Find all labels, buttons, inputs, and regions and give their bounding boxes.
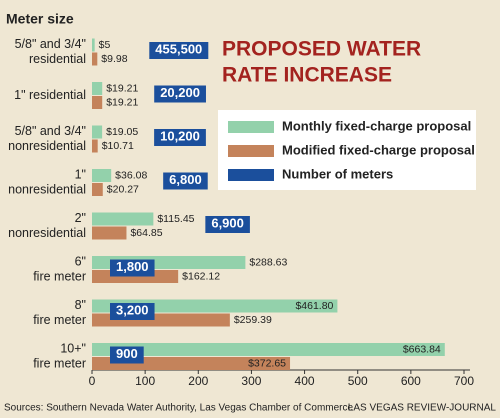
value-label: $64.85 xyxy=(130,227,162,239)
category-label: fire meter xyxy=(33,356,86,370)
value-label: $288.63 xyxy=(249,256,287,268)
category-label: 6" xyxy=(75,254,86,268)
bar xyxy=(92,183,103,196)
bar xyxy=(92,52,98,66)
bar xyxy=(92,82,103,95)
x-tick-label: 100 xyxy=(135,374,155,388)
category-axis-title: Meter size xyxy=(6,11,74,27)
value-label: $663.84 xyxy=(403,343,441,355)
category-label: 10+" xyxy=(60,341,86,355)
meters-box xyxy=(149,42,209,59)
legend-label: Number of meters xyxy=(282,166,393,181)
meters-box xyxy=(110,259,155,277)
value-label: $36.08 xyxy=(115,169,147,181)
bar xyxy=(92,38,95,52)
category-label: residential xyxy=(29,52,86,66)
x-tick-label: 300 xyxy=(241,374,261,388)
meters-label: 1,800 xyxy=(116,259,149,274)
meters-label: 900 xyxy=(116,346,138,361)
meters-box xyxy=(110,303,155,320)
bar xyxy=(92,169,112,182)
category-label: nonresidential xyxy=(8,139,86,153)
x-tick-label: 500 xyxy=(348,374,368,388)
meters-label: 455,500 xyxy=(155,41,202,56)
chart-title: PROPOSED WATER xyxy=(222,38,421,61)
category-label: fire meter xyxy=(33,313,86,327)
category-label: 2" xyxy=(75,211,86,225)
legend-label: Modified fixed-charge proposal xyxy=(282,142,475,157)
category-label: nonresidential xyxy=(8,182,86,196)
category-label: fire meter xyxy=(33,269,86,283)
x-tick-label: 400 xyxy=(295,374,315,388)
value-label: $20.27 xyxy=(107,183,139,195)
meters-label: 3,200 xyxy=(116,302,149,317)
bar xyxy=(92,343,445,356)
credit: LAS VEGAS REVIEW-JOURNAL xyxy=(348,403,497,414)
x-tick-label: 200 xyxy=(188,374,208,388)
bar xyxy=(92,212,154,226)
chart-title: RATE INCREASE xyxy=(222,64,392,87)
category-label: nonresidential xyxy=(8,226,86,240)
value-label: $162.12 xyxy=(182,270,220,282)
meters-label: 6,900 xyxy=(211,215,244,230)
category-label: 1" xyxy=(75,167,86,181)
category-label: 8" xyxy=(75,298,86,312)
legend-swatch xyxy=(228,169,274,181)
value-label: $9.98 xyxy=(101,53,127,65)
legend-swatch xyxy=(228,121,274,133)
value-label: $10.71 xyxy=(102,140,134,152)
category-label: 5/8" and 3/4" xyxy=(15,124,86,138)
x-tick-label: 600 xyxy=(401,374,421,388)
category-label: 1" residential xyxy=(14,88,86,102)
x-tick-label: 0 xyxy=(89,374,96,388)
source: Sources: Southern Nevada Water Authority… xyxy=(4,403,353,414)
value-label: $19.21 xyxy=(106,82,138,94)
meters-label: 20,200 xyxy=(160,85,200,100)
value-label: $461.80 xyxy=(295,300,333,312)
category-label: 5/8" and 3/4" xyxy=(15,37,86,51)
bar xyxy=(92,96,103,109)
x-tick-label: 700 xyxy=(454,374,474,388)
value-label: $372.65 xyxy=(248,357,286,369)
meters-box xyxy=(163,172,208,190)
value-label: $115.45 xyxy=(157,213,194,225)
meters-box xyxy=(154,129,206,146)
value-label: $19.05 xyxy=(106,126,138,138)
meters-box xyxy=(154,85,206,103)
meters-box xyxy=(205,216,250,233)
meters-label: 6,800 xyxy=(169,172,202,187)
value-label: $259.39 xyxy=(234,314,272,326)
meters-label: 10,200 xyxy=(160,128,200,143)
bar xyxy=(92,226,127,240)
value-label: $19.21 xyxy=(106,96,138,108)
legend-label: Monthly fixed-charge proposal xyxy=(282,118,471,133)
bar xyxy=(92,139,98,153)
value-label: $5 xyxy=(99,39,111,51)
bar xyxy=(92,125,103,139)
meters-box xyxy=(110,346,144,364)
legend-swatch xyxy=(228,145,274,157)
